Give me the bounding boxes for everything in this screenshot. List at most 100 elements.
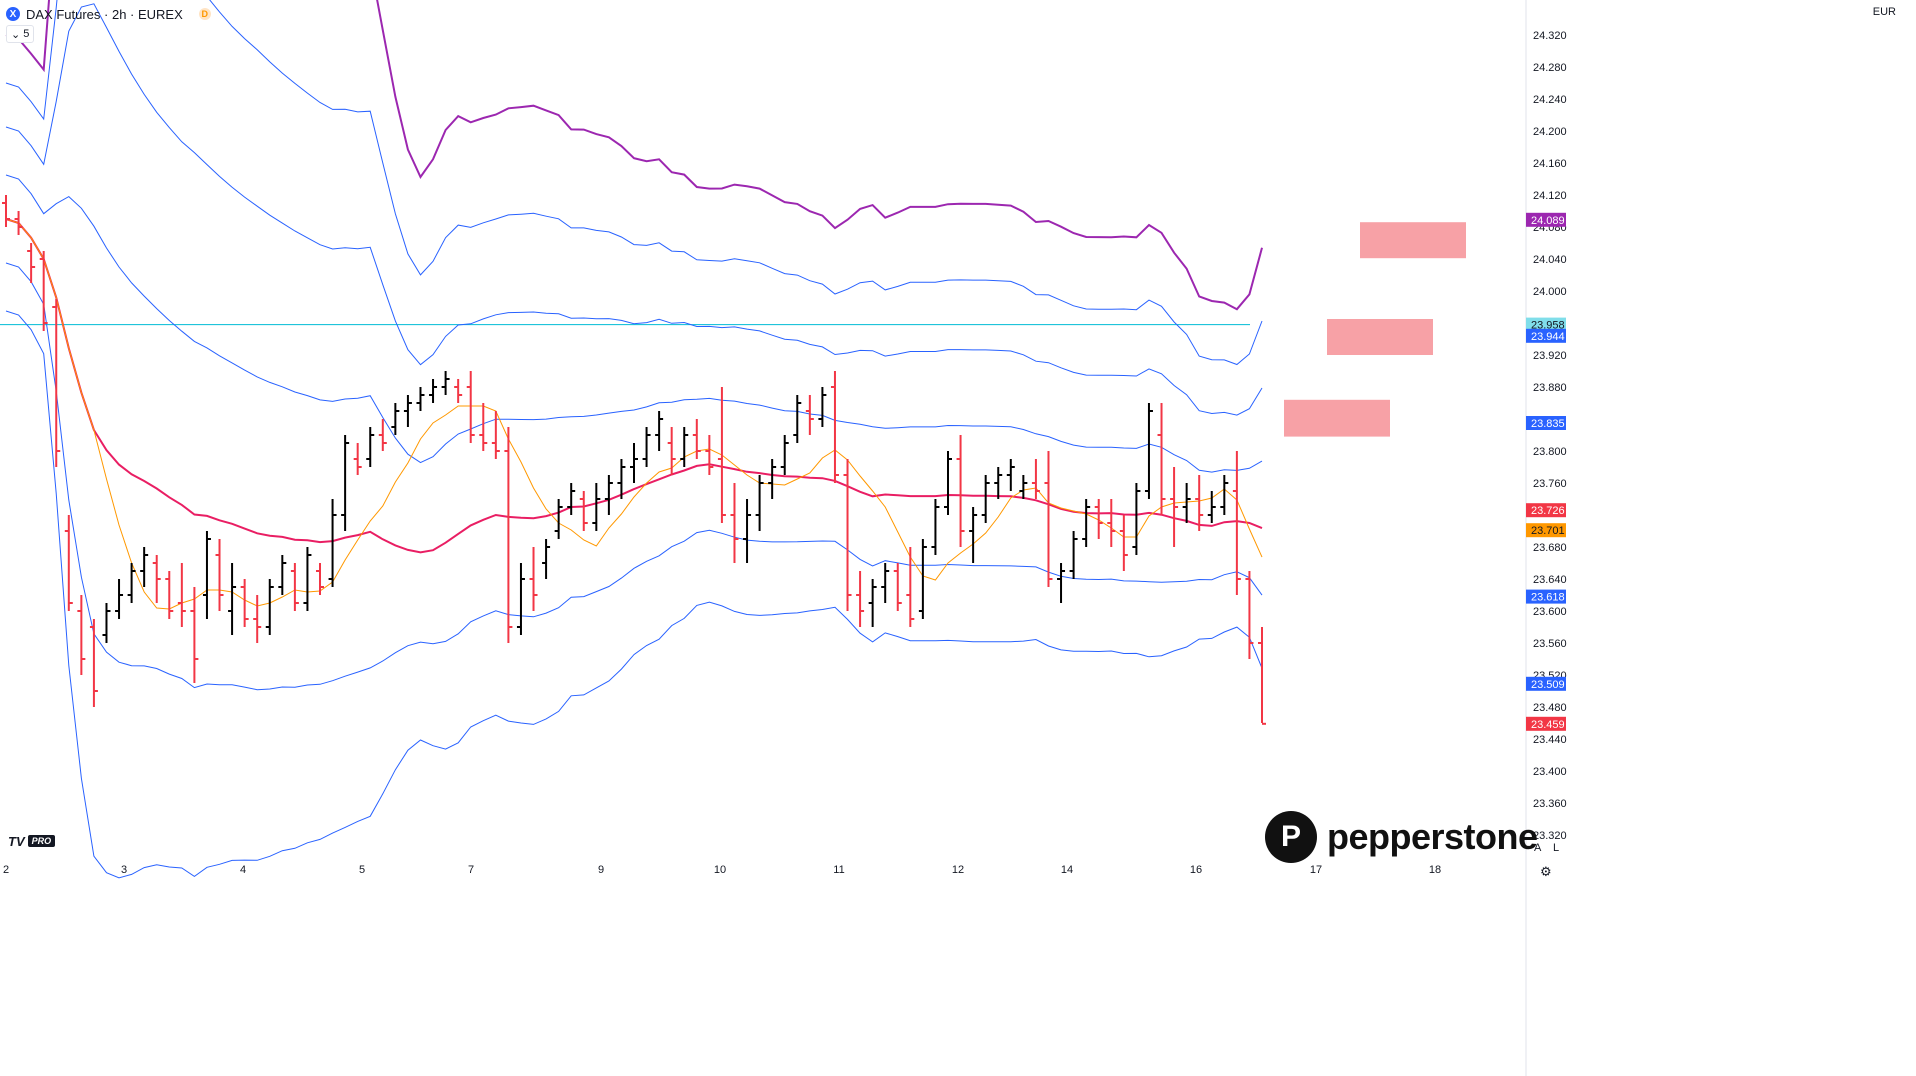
ohlc-bar bbox=[391, 403, 400, 435]
ohlc-bar bbox=[1232, 451, 1241, 595]
broker-name: pepperstone bbox=[1327, 816, 1538, 857]
price-badge-label: 23.509 bbox=[1531, 679, 1565, 691]
indicators-toggle-button[interactable]: ⌄ 5 bbox=[6, 25, 35, 43]
ohlc-bar bbox=[1082, 499, 1091, 547]
ohlc-bar bbox=[89, 619, 98, 707]
price-tick-label: 23.920 bbox=[1533, 350, 1567, 362]
ohlc-bar bbox=[466, 371, 475, 443]
ohlc-bar bbox=[805, 395, 814, 435]
time-tick-label: 3 bbox=[121, 864, 127, 876]
ohlc-bar bbox=[441, 371, 450, 395]
vwap-line bbox=[5, 218, 1263, 554]
price-tick-label: 23.680 bbox=[1533, 542, 1567, 554]
ohlc-bar bbox=[1006, 459, 1015, 491]
price-axis[interactable]: 24.320 24.280 24.240 24.200 24.160 24.120 24.0… bbox=[1525, 0, 1916, 1076]
ohlc-bar bbox=[830, 371, 839, 483]
price-badge: 23.509 bbox=[1526, 676, 1566, 691]
ohlc-bar bbox=[755, 475, 764, 531]
ohlc-bar bbox=[1170, 467, 1179, 547]
price-badge: 23.944 bbox=[1526, 328, 1566, 343]
price-badge-label: 23.944 bbox=[1531, 331, 1565, 343]
price-badge: 23.726 bbox=[1526, 503, 1566, 518]
price-badge-label: 24.089 bbox=[1531, 215, 1565, 227]
indicator-lines bbox=[0, 0, 1263, 879]
price-tick-label: 24.120 bbox=[1533, 190, 1567, 202]
ohlc-bar bbox=[190, 587, 199, 683]
tv-logo-mark: TV bbox=[8, 833, 25, 849]
price-badge: 23.618 bbox=[1526, 589, 1566, 604]
gear-icon[interactable]: ⚙ bbox=[1540, 864, 1552, 879]
ohlc-bar bbox=[240, 579, 249, 627]
time-tick-label: 9 bbox=[598, 864, 604, 876]
ohlc-bar bbox=[843, 459, 852, 611]
price-tick-label: 24.040 bbox=[1533, 254, 1567, 266]
ohlc-bar bbox=[1094, 499, 1103, 539]
chart-header: X DAX Futures · 2h · EUREX D bbox=[6, 5, 211, 23]
ohlc-bar bbox=[353, 443, 362, 475]
ohlc-bar bbox=[667, 427, 676, 475]
price-badge: 23.701 bbox=[1526, 523, 1566, 538]
ohlc-bars bbox=[2, 195, 1266, 725]
ohlc-bar bbox=[579, 491, 588, 531]
band-lower-1 bbox=[5, 262, 1263, 691]
ohlc-bar bbox=[152, 555, 161, 603]
ohlc-bar bbox=[77, 595, 86, 675]
price-badge-label: 23.958 bbox=[1531, 320, 1565, 332]
price-tick-label: 24.000 bbox=[1533, 286, 1567, 298]
ohlc-bar bbox=[516, 563, 525, 635]
ohlc-bar bbox=[1031, 459, 1040, 499]
ohlc-bar bbox=[429, 379, 438, 403]
symbol-title[interactable]: DAX Futures · 2h · EUREX bbox=[26, 6, 183, 22]
ohlc-bar bbox=[743, 499, 752, 563]
ohlc-bar bbox=[1182, 483, 1191, 523]
price-tick-label: 24.200 bbox=[1533, 126, 1567, 138]
ohlc-bar bbox=[341, 435, 350, 531]
price-tick-label: 23.640 bbox=[1533, 574, 1567, 586]
ohlc-bar bbox=[944, 451, 952, 515]
ohlc-bar bbox=[780, 435, 789, 475]
time-tick-label: 5 bbox=[359, 864, 365, 876]
log-scale-button[interactable]: L bbox=[1553, 842, 1560, 854]
ohlc-bar bbox=[1119, 515, 1128, 571]
ohlc-bar bbox=[2, 195, 10, 227]
ohlc-bar bbox=[215, 539, 224, 611]
ohlc-bar bbox=[316, 563, 324, 595]
currency-label[interactable]: EUR bbox=[1872, 6, 1896, 18]
ohlc-bar bbox=[14, 211, 23, 235]
time-axis[interactable]: 2 3 4 5 7 9 10 11 12 14 16 17 18 bbox=[3, 864, 1441, 876]
ohlc-bar bbox=[39, 251, 48, 331]
ohlc-bar bbox=[1157, 403, 1166, 515]
ohlc-bar bbox=[969, 507, 978, 563]
price-badge-label: 23.835 bbox=[1531, 418, 1565, 430]
delayed-data-badge[interactable]: D bbox=[198, 8, 211, 20]
ohlc-bar bbox=[127, 563, 136, 603]
ohlc-bar bbox=[102, 603, 111, 643]
chevron-down-icon: ⌄ bbox=[11, 28, 21, 41]
band-upper-3 bbox=[5, 0, 1263, 366]
ohlc-bar bbox=[278, 555, 287, 595]
ohlc-bar bbox=[1195, 475, 1204, 531]
ohlc-bar bbox=[479, 403, 488, 451]
band-lower-2 bbox=[5, 310, 1263, 879]
auto-scale-button[interactable]: A bbox=[1534, 842, 1542, 854]
symbol-logo-icon[interactable]: X bbox=[6, 7, 20, 21]
ohlc-bar bbox=[1220, 475, 1229, 515]
price-tick-label: 23.320 bbox=[1533, 830, 1567, 842]
tradingview-logo[interactable]: TV PRO bbox=[8, 833, 56, 849]
ohlc-bar bbox=[630, 443, 638, 483]
ohlc-bar bbox=[140, 547, 149, 587]
price-tick-label: 23.600 bbox=[1533, 606, 1567, 618]
price-badge-label: 23.726 bbox=[1531, 505, 1565, 517]
ohlc-bar bbox=[956, 435, 965, 547]
time-tick-label: 17 bbox=[1310, 864, 1322, 876]
ohlc-bar bbox=[868, 579, 877, 627]
price-tick-label: 23.800 bbox=[1533, 446, 1567, 458]
ohlc-bar bbox=[1207, 491, 1216, 523]
ohlc-bar bbox=[1044, 451, 1053, 587]
ohlc-bar bbox=[680, 427, 689, 467]
ohlc-bar bbox=[328, 499, 337, 587]
supply-zone bbox=[1284, 399, 1390, 437]
ohlc-bar bbox=[64, 515, 73, 611]
ohlc-bar bbox=[1019, 475, 1028, 499]
